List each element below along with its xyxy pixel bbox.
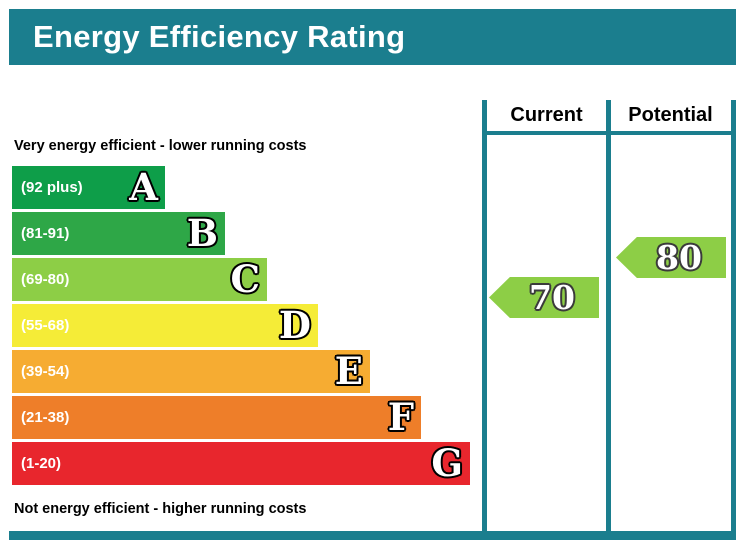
current-rating-arrow: 70 (489, 277, 599, 318)
band-range-label: (1-20) (21, 455, 62, 472)
band-row-g: (1-20) G (12, 442, 470, 485)
potential-rating-arrow: 80 (616, 237, 726, 278)
column-header-underline (482, 131, 736, 135)
band-letter: C (230, 256, 260, 301)
band-row-d: (55-68) D (12, 304, 318, 347)
band-range-label: (69-80) (21, 271, 70, 288)
band-letter: A (129, 164, 158, 209)
bottom-border (9, 531, 736, 540)
header-bar: Energy Efficiency Rating (9, 9, 736, 65)
band-range-label: (81-91) (21, 225, 70, 242)
band-range-label: (39-54) (21, 363, 70, 380)
band-range-label: (92 plus) (21, 179, 83, 196)
potential-rating-value: 80 (656, 238, 702, 277)
top-note: Very energy efficient - lower running co… (14, 138, 307, 154)
band-letter: E (334, 348, 363, 393)
band-letter: D (278, 302, 311, 347)
band-range-label: (21-38) (21, 409, 70, 426)
band-range-label: (55-68) (21, 317, 70, 334)
band-row-f: (21-38) F (12, 396, 421, 439)
band-row-b: (81-91) B (12, 212, 225, 255)
band-letter: F (387, 394, 414, 439)
band-letter: G (431, 440, 463, 485)
band-row-c: (69-80) C (12, 258, 267, 301)
column-divider-left (482, 100, 487, 531)
page-title: Energy Efficiency Rating (33, 19, 406, 54)
column-divider-right (731, 100, 736, 531)
column-divider-middle (606, 100, 611, 531)
band-row-a: (92 plus) A (12, 166, 165, 209)
potential-column-header: Potential (628, 104, 713, 126)
current-rating-value: 70 (529, 278, 575, 317)
bottom-note: Not energy efficient - higher running co… (14, 501, 307, 517)
band-letter: B (186, 210, 218, 255)
current-column-header: Current (510, 104, 583, 126)
band-row-e: (39-54) E (12, 350, 370, 393)
rating-bands: (92 plus) A (81-91) B (69-80) C (55-68) … (12, 166, 470, 488)
